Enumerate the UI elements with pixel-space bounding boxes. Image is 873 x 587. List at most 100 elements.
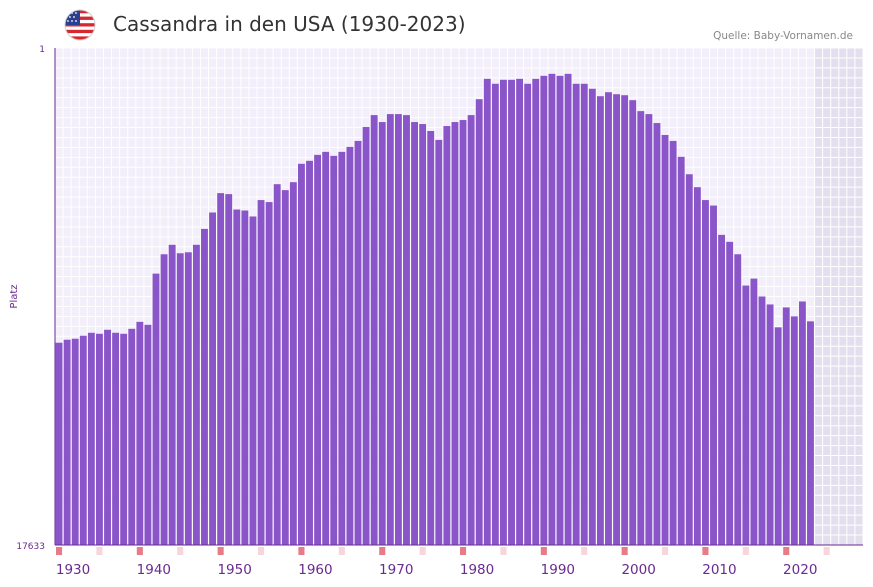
bar-1959 <box>298 163 305 545</box>
bar-2005 <box>669 140 677 545</box>
bars <box>55 73 814 546</box>
bar-1949 <box>217 193 225 545</box>
bar-2014 <box>742 285 750 545</box>
bar-1965 <box>346 146 354 545</box>
bar-1943 <box>168 244 176 545</box>
x-tick-2020: 2020 <box>783 562 817 578</box>
bar-1980 <box>467 115 475 545</box>
bar-1998 <box>613 94 620 545</box>
x-tick-1950: 1950 <box>217 562 251 578</box>
y-tick-top: 1 <box>39 45 45 55</box>
source-credit: Quelle: Baby-Vornamen.de <box>713 30 853 42</box>
bar-1938 <box>128 328 136 545</box>
bar-1972 <box>403 115 410 545</box>
bar-1974 <box>419 124 427 545</box>
bar-2021 <box>798 301 806 545</box>
decade-marker-1980 <box>460 547 467 555</box>
x-tick-1940: 1940 <box>137 562 171 578</box>
bar-2002 <box>645 114 653 545</box>
bar-1993 <box>572 83 580 545</box>
decade-marker-1940 <box>136 547 143 555</box>
bar-1948 <box>209 212 216 545</box>
bar-1969 <box>378 122 386 545</box>
axis-labels: 1 17633 Platz 1930 1940 1950 1960 1970 1980 1990 2… <box>9 45 817 578</box>
decade-marker-1950 <box>217 547 224 555</box>
bar-1986 <box>516 78 524 546</box>
bar-1989 <box>540 75 548 545</box>
bar-1995 <box>588 88 596 545</box>
decade-marker-2025 <box>823 547 830 555</box>
bar-1962 <box>322 151 330 546</box>
decade-marker-1965 <box>338 547 345 555</box>
decade-strip <box>56 547 830 555</box>
bar-2013 <box>734 254 742 545</box>
bar-1951 <box>233 209 241 545</box>
bar-1942 <box>160 254 168 545</box>
bar-2010 <box>710 205 717 545</box>
x-tick-2010: 2010 <box>702 562 736 578</box>
bar-1958 <box>289 182 297 545</box>
bar-1973 <box>411 122 418 545</box>
decade-marker-2000 <box>621 547 628 555</box>
bar-1961 <box>314 154 322 546</box>
bar-1984 <box>500 79 507 546</box>
bar-2019 <box>782 307 790 545</box>
x-tick-1930: 1930 <box>56 562 90 578</box>
bar-1929 <box>55 342 63 545</box>
bar-1933 <box>87 332 95 545</box>
bar-2009 <box>702 200 709 545</box>
bar-1932 <box>79 335 87 545</box>
bar-1967 <box>362 127 370 545</box>
decade-marker-2005 <box>662 547 669 555</box>
bar-1946 <box>192 244 200 545</box>
bar-1983 <box>491 83 499 545</box>
decade-marker-1985 <box>500 547 507 555</box>
bar-1954 <box>257 200 265 545</box>
bar-2001 <box>637 111 645 545</box>
bar-1956 <box>273 184 281 546</box>
bar-1968 <box>370 115 378 545</box>
bar-2016 <box>758 296 766 545</box>
bar-2018 <box>774 327 782 545</box>
bar-1981 <box>475 99 483 545</box>
bar-1940 <box>144 324 152 545</box>
x-tick-1970: 1970 <box>379 562 413 578</box>
x-tick-1990: 1990 <box>541 562 575 578</box>
axes <box>54 48 863 546</box>
decade-marker-1995 <box>581 547 588 555</box>
bar-1970 <box>386 114 394 545</box>
bar-1985 <box>508 79 515 546</box>
bar-1991 <box>556 75 564 545</box>
bar-1939 <box>136 321 144 545</box>
decade-marker-1970 <box>379 547 386 555</box>
decade-marker-1935 <box>96 547 103 555</box>
bar-2006 <box>677 156 685 545</box>
decade-marker-1945 <box>177 547 184 555</box>
bar-1937 <box>120 333 128 545</box>
bar-2017 <box>766 304 774 545</box>
bar-1935 <box>104 329 111 545</box>
bar-1976 <box>435 139 443 545</box>
bar-1941 <box>152 273 160 545</box>
bar-1945 <box>184 252 192 545</box>
bar-2008 <box>693 187 701 545</box>
bar-1952 <box>241 210 249 546</box>
bar-2012 <box>726 241 734 545</box>
bar-1944 <box>176 253 184 546</box>
x-tick-2000: 2000 <box>621 562 655 578</box>
bar-2020 <box>790 316 798 545</box>
y-axis-title: Platz <box>9 284 20 308</box>
decade-marker-1960 <box>298 547 305 555</box>
bar-1955 <box>265 202 273 545</box>
bar-1950 <box>225 194 233 546</box>
bar-1957 <box>281 190 289 545</box>
bar-2011 <box>718 234 726 545</box>
bar-1966 <box>354 140 362 545</box>
bar-2015 <box>750 278 758 545</box>
bar-1930 <box>63 339 71 545</box>
bar-1988 <box>532 78 540 546</box>
x-tick-1980: 1980 <box>460 562 494 578</box>
decade-marker-1975 <box>419 547 426 555</box>
bar-2004 <box>661 134 669 545</box>
